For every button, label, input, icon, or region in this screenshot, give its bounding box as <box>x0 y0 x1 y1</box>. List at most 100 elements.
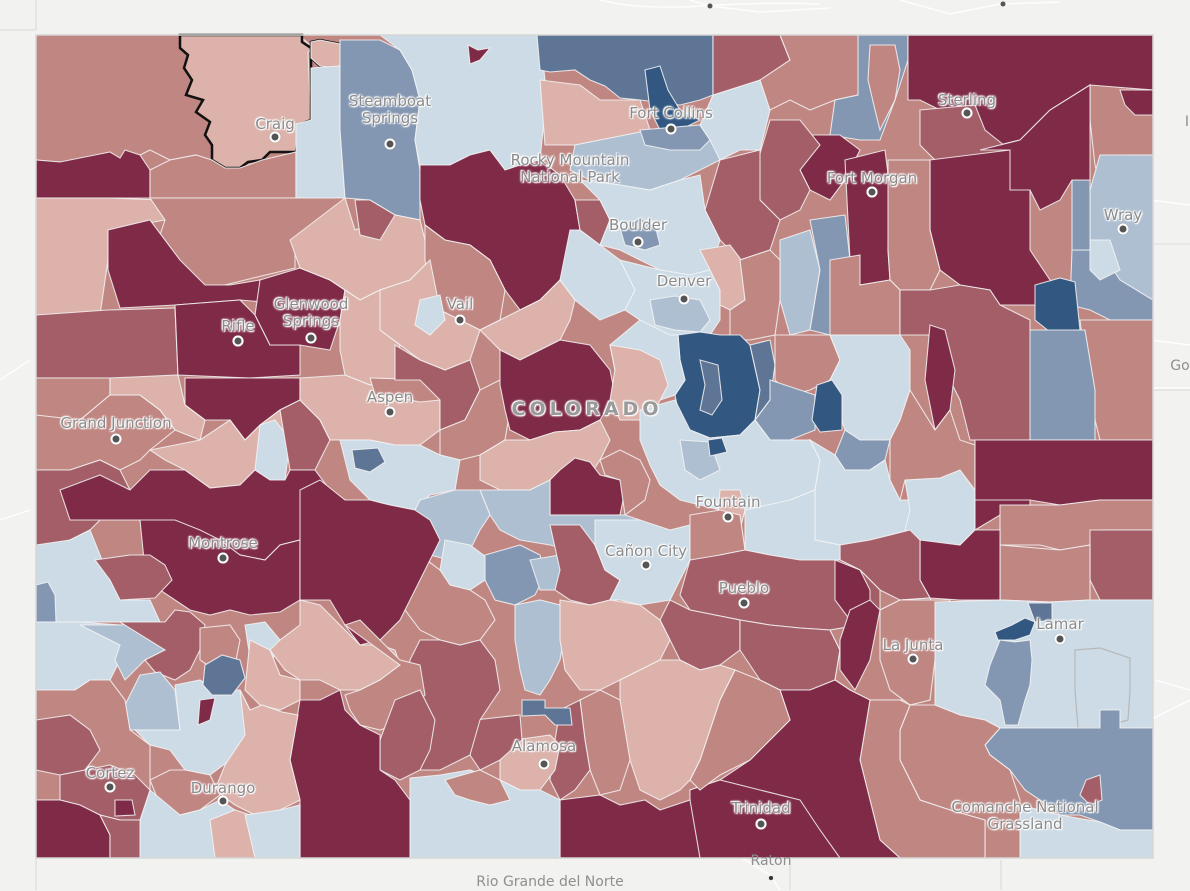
region[interactable] <box>984 639 1033 726</box>
city-label-aspen: Aspen <box>366 388 414 406</box>
city-label-rocky-mountain-national-park: Rocky Mountain National Park <box>510 151 630 186</box>
region[interactable] <box>1119 89 1154 116</box>
city-label-rifle: Rifle <box>221 317 255 335</box>
region[interactable] <box>521 699 573 726</box>
region[interactable] <box>1079 774 1103 806</box>
region[interactable] <box>351 447 386 473</box>
region[interactable] <box>514 599 566 696</box>
city-marker-montrose[interactable] <box>217 552 229 564</box>
region[interactable] <box>299 479 441 646</box>
region[interactable] <box>811 379 843 433</box>
region[interactable] <box>979 84 1091 211</box>
city-marker-alamosa[interactable] <box>538 758 550 770</box>
region[interactable] <box>197 697 216 726</box>
city-marker-durango[interactable] <box>217 795 229 807</box>
region[interactable] <box>118 609 206 681</box>
region[interactable] <box>729 249 781 341</box>
region[interactable] <box>699 359 723 416</box>
region[interactable] <box>414 294 446 336</box>
city-label-lamar: Lamar <box>1036 615 1084 633</box>
region[interactable] <box>1089 239 1121 281</box>
city-label-denver: Denver <box>656 272 712 290</box>
city-marker-vail[interactable] <box>454 314 466 326</box>
city-marker-cortez[interactable] <box>104 781 116 793</box>
city-label-montrose: Montrose <box>188 534 258 552</box>
city-label-canon-city: Cañon City <box>604 542 688 560</box>
basemap-label-i: I <box>1184 114 1190 130</box>
city-label-vail: Vail <box>446 295 474 313</box>
city-marker-glenwood-springs[interactable] <box>305 332 317 344</box>
city-marker-trinidad[interactable] <box>755 818 767 830</box>
region[interactable] <box>619 217 661 251</box>
city-label-steamboat-springs: Steamboat Springs <box>348 92 432 127</box>
region[interactable] <box>202 654 246 696</box>
city-label-wray: Wray <box>1103 206 1143 224</box>
city-marker-fort-morgan[interactable] <box>866 186 878 198</box>
basemap-label-rio-grande-del-norte: Rio Grande del Norte <box>476 874 624 890</box>
region[interactable] <box>244 804 301 859</box>
region-steamboat[interactable] <box>339 39 421 221</box>
basemap-marker-raton <box>769 876 773 880</box>
region[interactable] <box>1027 602 1053 623</box>
region[interactable] <box>559 794 701 859</box>
city-label-fort-collins: Fort Collins <box>629 104 713 122</box>
region[interactable] <box>114 799 136 817</box>
region-fort-collins-core[interactable] <box>644 65 702 131</box>
city-marker-craig[interactable] <box>269 131 281 143</box>
city-marker-pueblo[interactable] <box>738 597 750 609</box>
city-marker-sterling[interactable] <box>961 107 973 119</box>
city-marker-wray[interactable] <box>1117 223 1129 235</box>
region[interactable] <box>974 439 1154 506</box>
region[interactable] <box>999 544 1091 603</box>
state-label: COLORADO <box>511 398 663 420</box>
city-marker-steamboat-springs[interactable] <box>384 138 396 150</box>
basemap-label-go: Go <box>1170 358 1190 374</box>
region[interactable] <box>599 449 651 516</box>
city-marker-aspen[interactable] <box>384 406 396 418</box>
city-marker-fort-collins[interactable] <box>665 123 677 135</box>
region[interactable] <box>94 554 173 601</box>
region[interactable] <box>467 44 492 65</box>
city-label-boulder: Boulder <box>608 216 668 234</box>
city-marker-rifle[interactable] <box>232 335 244 347</box>
city-label-trinidad: Trinidad <box>731 799 791 817</box>
city-label-durango: Durango <box>190 779 256 797</box>
state-border <box>35 34 1154 859</box>
region-la-junta[interactable] <box>879 599 951 706</box>
city-marker-canon-city[interactable] <box>640 559 652 571</box>
city-label-la-junta: La Junta <box>882 636 944 654</box>
city-marker-boulder[interactable] <box>632 236 644 248</box>
region[interactable] <box>35 307 179 381</box>
city-label-glenwood-springs: Glenwood Springs <box>273 295 349 330</box>
region[interactable] <box>1089 529 1154 601</box>
region[interactable] <box>707 437 728 457</box>
city-marker-fountain[interactable] <box>722 511 734 523</box>
city-label-fountain: Fountain <box>695 493 761 511</box>
county-outline <box>1074 647 1131 729</box>
region[interactable] <box>839 599 881 692</box>
region[interactable] <box>444 769 511 806</box>
city-label-comanche-national-grassland: Comanche National Grassland <box>951 798 1099 833</box>
region[interactable] <box>214 689 301 816</box>
region[interactable] <box>867 44 901 132</box>
city-label-cortez: Cortez <box>85 764 135 782</box>
city-marker-grand-junction[interactable] <box>110 433 122 445</box>
city-label-alamosa: Alamosa <box>511 737 577 755</box>
city-label-sterling: Sterling <box>937 91 997 109</box>
region[interactable] <box>109 374 206 441</box>
city-label-pueblo: Pueblo <box>718 579 770 597</box>
city-marker-lamar[interactable] <box>1054 633 1066 645</box>
region-montrose[interactable] <box>139 519 301 616</box>
region[interactable] <box>354 199 396 241</box>
city-label-grand-junction: Grand Junction <box>60 414 172 432</box>
city-label-fort-morgan: Fort Morgan <box>826 169 918 187</box>
region[interactable] <box>1024 329 1096 441</box>
region[interactable] <box>35 714 101 776</box>
region[interactable] <box>1071 179 1091 251</box>
region[interactable] <box>1034 277 1081 333</box>
city-marker-denver[interactable] <box>678 293 690 305</box>
region[interactable] <box>619 659 736 801</box>
city-marker-la-junta[interactable] <box>907 653 919 665</box>
basemap-label-raton: Raton <box>750 853 792 869</box>
